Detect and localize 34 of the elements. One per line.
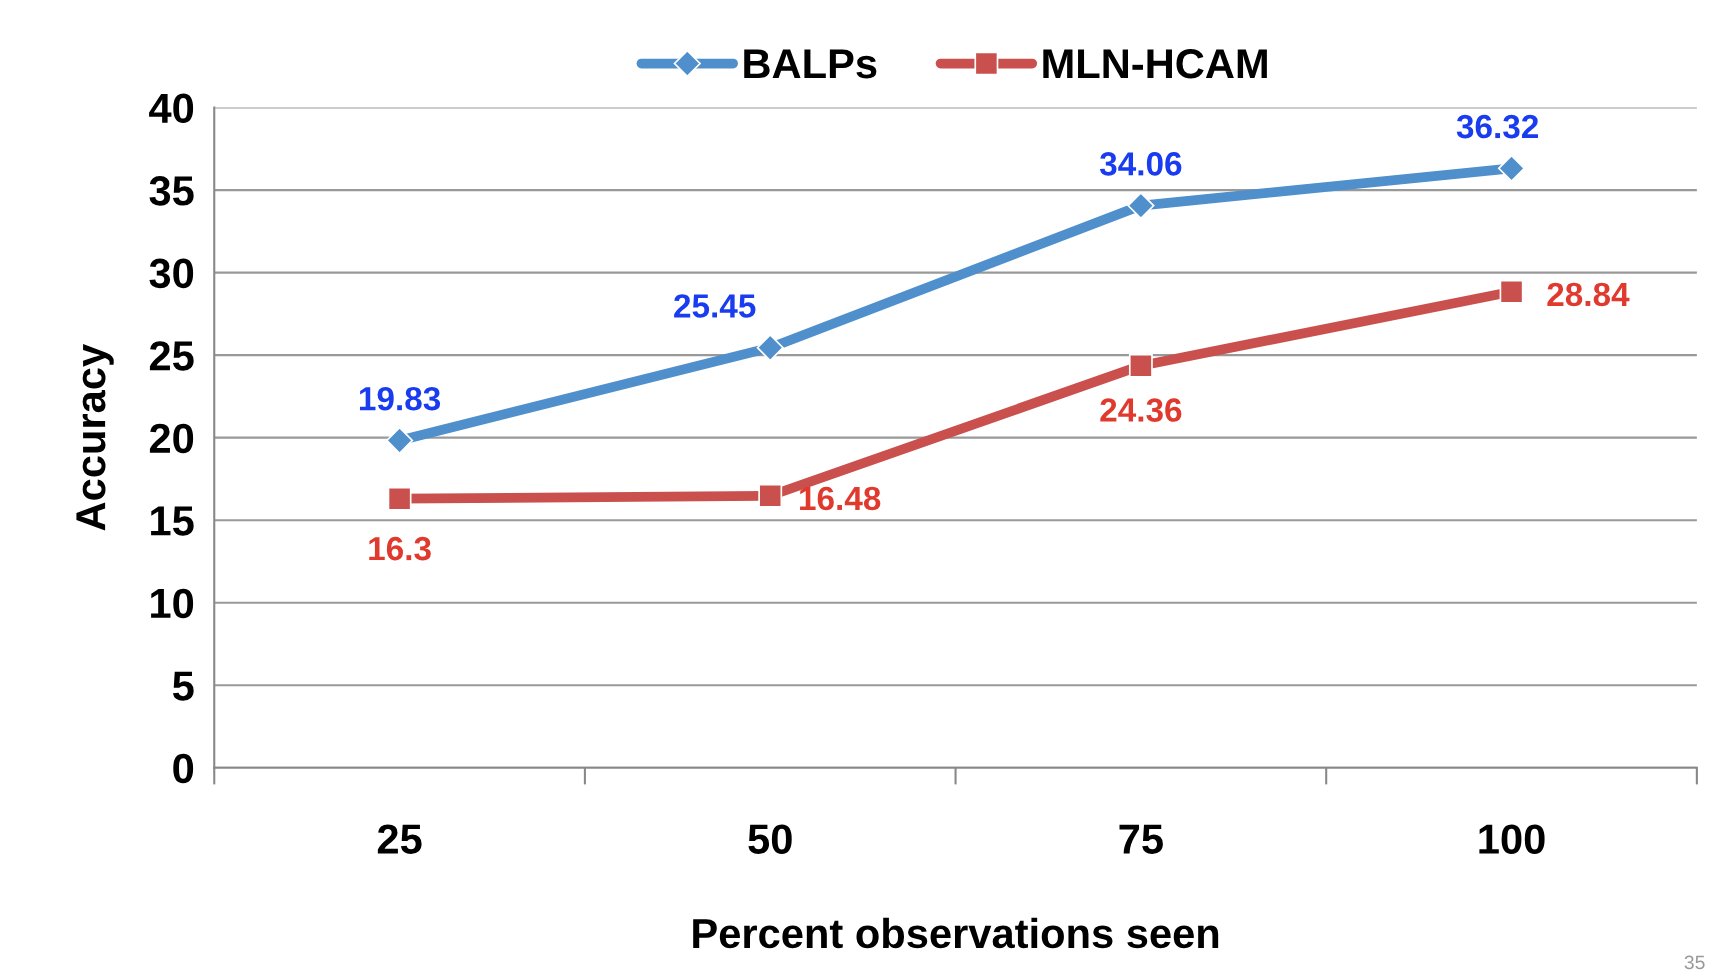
x-tick-label: 25 — [377, 824, 422, 854]
data-label: 34.06 — [1099, 152, 1182, 176]
x-axis-title: Percent observations seen — [693, 917, 1219, 949]
y-tick-label: 15 — [151, 506, 194, 536]
point — [756, 334, 784, 362]
y-tick-label: 10 — [151, 588, 194, 619]
y-axis-title: Accuracy — [76, 344, 114, 531]
point — [387, 486, 412, 511]
y-tick-label: 35 — [149, 176, 194, 206]
y-tick-label: 20 — [149, 423, 194, 454]
y-tick-label: 25 — [149, 341, 194, 371]
data-label: 25.45 — [674, 294, 756, 318]
legend-label: MLN-HCAM — [1043, 49, 1267, 79]
point — [1499, 279, 1524, 304]
y-tick-label: 40 — [149, 93, 194, 124]
point — [385, 426, 414, 455]
x-tick-label: 75 — [1119, 824, 1163, 854]
point — [1497, 154, 1526, 182]
y-tick-label: 30 — [149, 258, 194, 289]
data-label: 36.32 — [1456, 114, 1539, 139]
x-tick-label: 50 — [748, 824, 792, 854]
point — [758, 483, 783, 508]
y-tick-label: 5 — [172, 671, 194, 701]
data-label: 16.48 — [800, 486, 881, 511]
point — [1128, 353, 1153, 378]
data-label: 24.36 — [1100, 398, 1182, 422]
x-tick-label: 100 — [1479, 824, 1545, 854]
data-label: 28.84 — [1547, 282, 1630, 307]
y-tick-label: 0 — [173, 753, 194, 784]
text: 35 — [1684, 955, 1705, 970]
legend-label: BALPs — [744, 49, 877, 79]
data-label: 19.83 — [359, 386, 441, 411]
point — [1127, 192, 1155, 220]
data-label: 16.3 — [369, 536, 431, 561]
